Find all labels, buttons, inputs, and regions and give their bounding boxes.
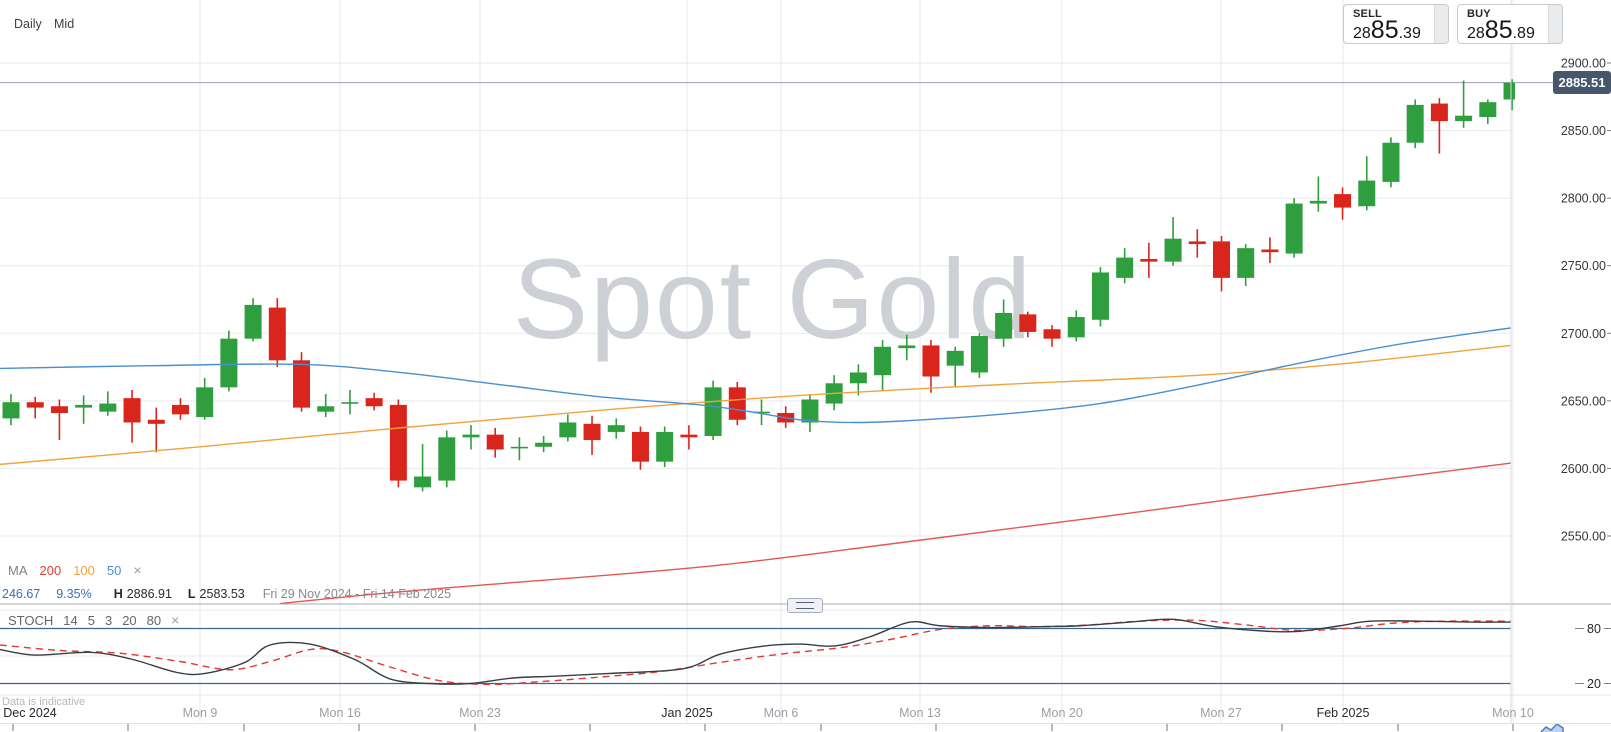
- buy-label: BUY: [1467, 8, 1491, 20]
- svg-text:Mon 9: Mon 9: [183, 706, 218, 720]
- sell-price-big: 85: [1370, 16, 1399, 44]
- buy-price-prefix: 28: [1467, 25, 1485, 42]
- buy-price: 2885.89: [1467, 18, 1548, 43]
- svg-text:Mon 6: Mon 6: [764, 706, 799, 720]
- moving-averages: [0, 327, 1512, 604]
- stoch-param-4: 20: [122, 612, 137, 628]
- stoch-close-icon[interactable]: ×: [171, 612, 180, 628]
- stoch-param-5: 80: [146, 612, 162, 628]
- sell-label: SELL: [1353, 8, 1382, 20]
- ma-close-icon[interactable]: ×: [133, 562, 142, 578]
- svg-text:Feb 2025: Feb 2025: [1317, 706, 1370, 720]
- date-range: Fri 29 Nov 2024 - Fri 14 Feb 2025: [262, 587, 452, 601]
- svg-text:2550.00: 2550.00: [1561, 529, 1606, 543]
- sell-button[interactable]: SELL 2885.39: [1343, 4, 1449, 44]
- ma-indicator-legend: MA 200 100 50 ×: [8, 562, 142, 578]
- svg-text:2900.00: 2900.00: [1561, 57, 1606, 71]
- stoch-param-3: 3: [104, 612, 113, 628]
- svg-text:2850.00: 2850.00: [1561, 124, 1606, 138]
- svg-text:Mon 16: Mon 16: [319, 706, 361, 720]
- buy-price-suffix: .89: [1512, 25, 1535, 42]
- current-price-badge: 2885.51: [1553, 71, 1611, 94]
- high-value: H 2886.91: [113, 587, 172, 601]
- stoch-param-2: 5: [87, 612, 95, 628]
- timeframe-selector[interactable]: Daily: [14, 17, 42, 31]
- sell-price: 2885.39: [1353, 18, 1434, 43]
- svg-text:Mon 20: Mon 20: [1041, 706, 1083, 720]
- ma-100-param: 100: [73, 562, 95, 578]
- instrument-watermark: Spot Gold: [513, 236, 1034, 362]
- svg-text:2750.00: 2750.00: [1561, 259, 1606, 273]
- buy-button-content: BUY 2885.89: [1458, 5, 1548, 43]
- buy-button-strip: [1548, 5, 1562, 43]
- price-change-percent: 9.35%: [56, 587, 92, 601]
- sell-button-strip: [1434, 5, 1448, 43]
- svg-text:80: 80: [1587, 622, 1601, 636]
- svg-text:2650.00: 2650.00: [1561, 394, 1606, 408]
- low-label: L: [187, 587, 196, 601]
- candles: [2, 79, 1515, 492]
- svg-text:2800.00: 2800.00: [1561, 192, 1606, 206]
- high-label: H: [113, 587, 123, 601]
- data-indicative-note: Data is indicative: [2, 696, 86, 708]
- svg-text:Mon 23: Mon 23: [459, 706, 501, 720]
- low-value: L 2583.53: [187, 587, 245, 601]
- buy-price-big: 85: [1484, 16, 1513, 44]
- price-summary-bar: 246.67 9.35% H 2886.91 L 2583.53 Fri 29 No…: [2, 587, 451, 601]
- stoch-indicator-legend: STOCH 14 5 3 20 80 ×: [8, 612, 179, 628]
- resize-grip-icon: [796, 602, 814, 609]
- buy-button[interactable]: BUY 2885.89: [1457, 4, 1563, 44]
- svg-text:2700.00: 2700.00: [1561, 327, 1606, 341]
- sell-price-suffix: .39: [1398, 25, 1421, 42]
- stoch-legend-name: STOCH: [8, 612, 54, 628]
- stoch-param-1: 14: [63, 612, 78, 628]
- sell-button-content: SELL 2885.39: [1344, 5, 1434, 43]
- svg-text:Mon 13: Mon 13: [899, 706, 941, 720]
- ma-50-param: 50: [106, 562, 122, 578]
- svg-text:Mon 27: Mon 27: [1200, 706, 1242, 720]
- ma-200-param: 200: [39, 562, 62, 578]
- ma-legend-name: MA: [8, 562, 28, 578]
- chart-logo-icon: [1540, 723, 1564, 732]
- svg-text:Dec 2024: Dec 2024: [3, 706, 57, 720]
- svg-text:2600.00: 2600.00: [1561, 462, 1606, 476]
- svg-text:Mon 10: Mon 10: [1492, 706, 1534, 720]
- stochastic-lines: [0, 618, 1511, 686]
- svg-text:20: 20: [1587, 677, 1601, 691]
- price-change: 246.67: [2, 587, 41, 601]
- svg-text:Jan 2025: Jan 2025: [661, 706, 712, 720]
- pane-resize-handle[interactable]: [787, 598, 823, 613]
- sell-price-prefix: 28: [1353, 25, 1371, 42]
- timeline-scrollbar[interactable]: [0, 723, 1611, 732]
- price-type-selector[interactable]: Mid: [54, 17, 75, 31]
